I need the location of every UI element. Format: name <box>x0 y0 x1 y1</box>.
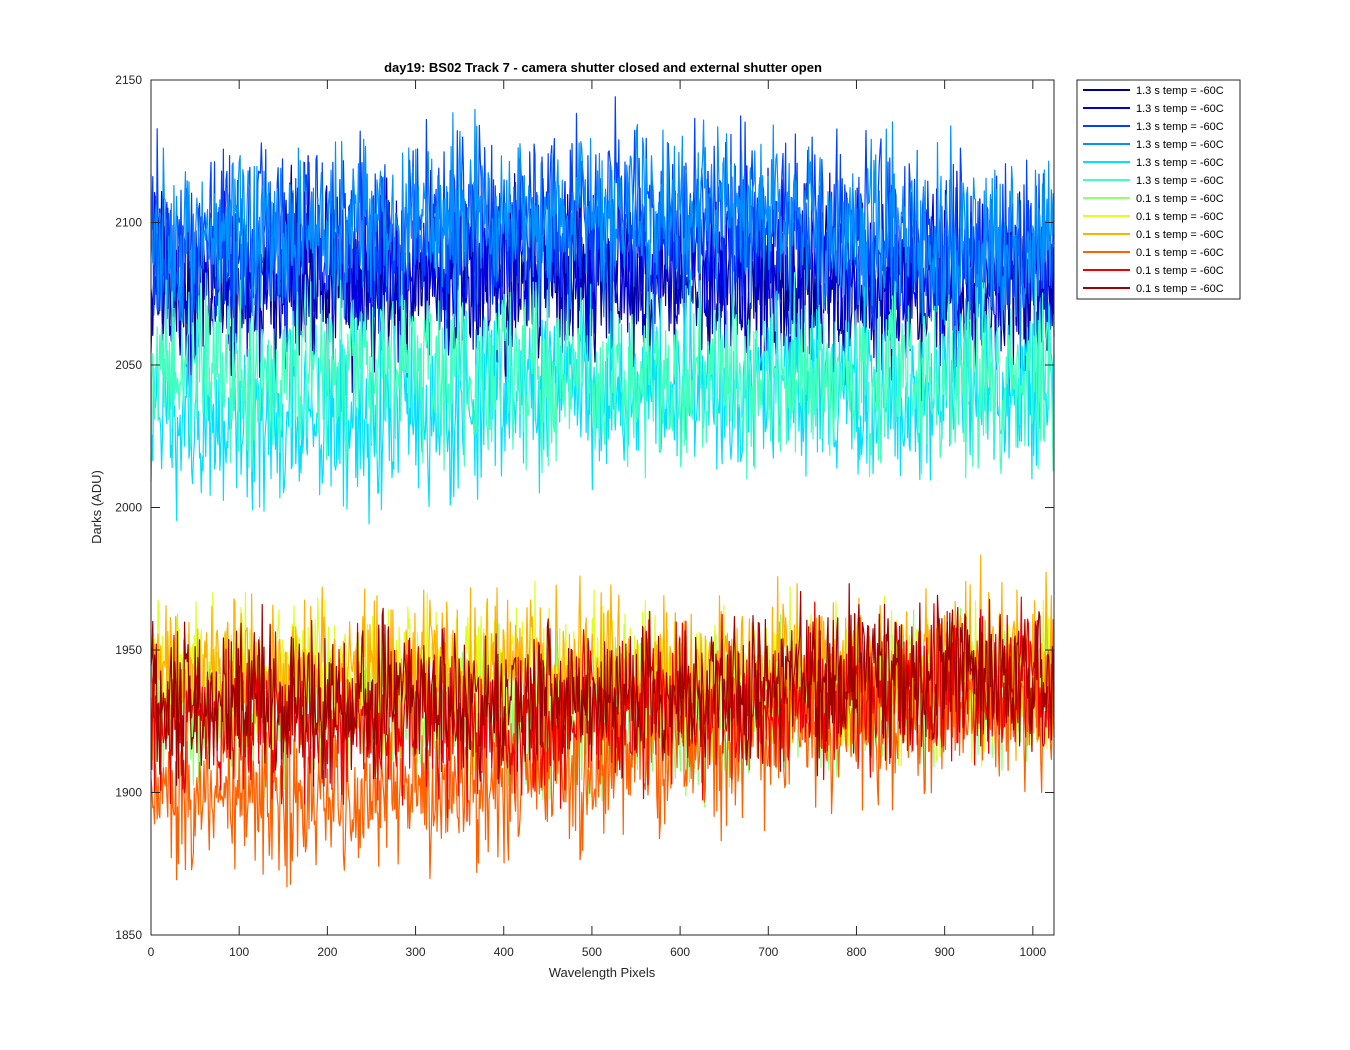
x-tick-label: 300 <box>406 945 426 959</box>
y-tick-label: 1950 <box>115 643 142 657</box>
tick-layer: 0 100 200 300 400 500 600 700 800 900 1000 1850 1900… <box>115 73 1054 959</box>
series-line-4 <box>150 108 1055 370</box>
series-line-12 <box>150 583 1055 787</box>
x-tick-label: 600 <box>670 945 690 959</box>
legend-label: 0.1 s temp = -60C <box>1136 247 1224 259</box>
legend-label: 1.3 s temp = -60C <box>1136 157 1224 169</box>
legend-box <box>1076 79 1241 300</box>
legend: 1.3 s temp = -60C 1.3 s temp = -60C 1.3 s … <box>1076 79 1241 300</box>
x-axis-label: Wavelength Pixels <box>549 965 656 980</box>
x-tick-label: 1000 <box>1019 945 1046 959</box>
legend-label: 1.3 s temp = -60C <box>1136 139 1224 151</box>
x-tick-label: 200 <box>317 945 337 959</box>
y-tick-label: 1900 <box>115 786 142 800</box>
y-axis-label: Darks (ADU) <box>89 470 104 544</box>
chart-title: day19: BS02 Track 7 - camera shutter clo… <box>384 60 822 75</box>
legend-label: 1.3 s temp = -60C <box>1136 85 1224 97</box>
legend-label: 1.3 s temp = -60C <box>1136 121 1224 133</box>
series-layer <box>150 96 1055 888</box>
legend-label: 0.1 s temp = -60C <box>1136 229 1224 241</box>
legend-label: 0.1 s temp = -60C <box>1136 283 1224 295</box>
legend-label: 1.3 s temp = -60C <box>1136 103 1224 115</box>
legend-label: 0.1 s temp = -60C <box>1136 211 1224 223</box>
x-tick-label: 400 <box>494 945 514 959</box>
y-tick-label: 2150 <box>115 73 142 87</box>
x-tick-label: 800 <box>846 945 866 959</box>
legend-label: 0.1 s temp = -60C <box>1136 193 1224 205</box>
x-tick-label: 100 <box>229 945 249 959</box>
legend-label: 0.1 s temp = -60C <box>1136 265 1224 277</box>
x-tick-label: 500 <box>582 945 602 959</box>
x-tick-label: 700 <box>758 945 778 959</box>
y-tick-label: 1850 <box>115 928 142 942</box>
y-tick-label: 2050 <box>115 358 142 372</box>
y-tick-label: 2100 <box>115 216 142 230</box>
y-tick-label: 2000 <box>115 501 142 515</box>
series-line-6 <box>150 270 1055 480</box>
legend-label: 1.3 s temp = -60C <box>1136 175 1224 187</box>
x-tick-label: 0 <box>148 945 155 959</box>
x-tick-label: 900 <box>935 945 955 959</box>
